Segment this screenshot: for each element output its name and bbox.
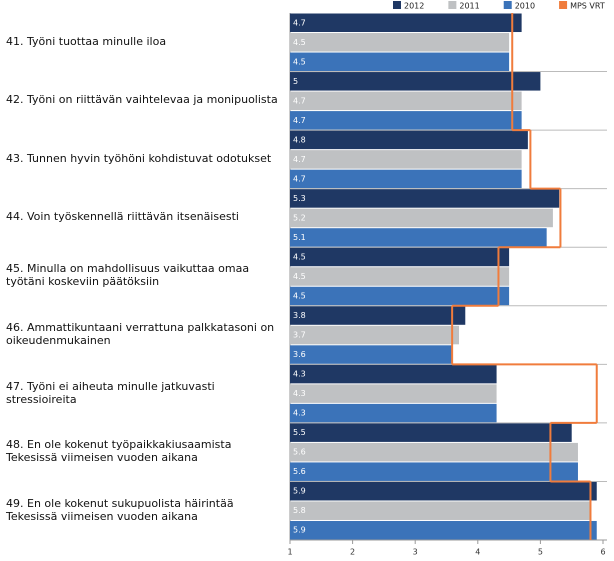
value-label: 5.5 [293,428,306,437]
value-label: 5.2 [293,213,306,222]
category-label: 45. Minulla on mahdollisuus vaikuttaa om… [6,262,250,289]
category-label: 48. En ole kokenut työpaikkakiusaamista … [6,438,232,465]
bar [290,189,560,208]
category-label: 46. Ammattikuntaani verrattuna palkkatas… [6,321,275,348]
bar [290,130,528,150]
bar [290,169,522,189]
bar [290,520,597,540]
value-label: 4.7 [293,96,306,105]
value-label: 5.8 [293,506,306,515]
value-label: 4.7 [293,155,306,164]
value-label: 5.3 [293,194,306,203]
bar [290,267,510,286]
legend-label: 2012 [404,2,424,11]
category-label: 44. Voin työskennellä riittävän itsenäis… [6,210,239,224]
category-label: 43. Tunnen hyvin työhöni kohdistuvat odo… [6,151,272,165]
value-label: 4.5 [293,272,306,281]
bar [290,403,497,423]
bar [290,501,591,520]
value-label: 4.5 [293,57,306,66]
bar [290,364,497,384]
legend-label: 2010 [515,2,535,11]
bar [290,33,510,52]
value-label: 5.6 [293,467,306,476]
bar [290,306,466,325]
value-label: 3.8 [293,311,306,320]
x-tick-label: 5 [538,548,543,557]
legend-swatch [393,1,401,9]
bar [290,150,522,169]
bar [290,345,453,364]
value-label: 3.6 [293,350,306,359]
bar [290,247,510,267]
category-label: 47. Työni ei aiheuta minulle jatkuvasti … [6,379,215,406]
bar [290,111,522,130]
legend-label: MPS VRT [570,2,605,11]
value-label: 4.7 [293,18,306,27]
x-tick-label: 4 [475,548,480,557]
bar [290,384,497,403]
bar [290,52,510,72]
bar [290,423,572,442]
legend-swatch [559,1,568,9]
value-label: 4.8 [293,135,306,144]
value-label: 4.5 [293,292,306,301]
bar [290,325,460,345]
value-label: 4.3 [293,409,306,418]
x-tick-label: 2 [350,548,355,557]
value-label: 5 [293,77,298,86]
category-label: 49. En ole kokenut sukupuolista häirintä… [6,496,234,523]
category-label: 41. Työni tuottaa minulle iloa [6,34,167,48]
value-label: 4.7 [293,174,306,183]
value-label: 4.5 [293,252,306,261]
value-label: 4.3 [293,389,306,398]
value-label: 4.7 [293,116,306,125]
value-label: 5.9 [293,487,306,496]
x-tick-label: 6 [600,548,605,557]
bar [290,442,578,462]
value-label: 4.5 [293,38,306,47]
value-label: 5.1 [293,233,306,242]
bar [290,481,597,501]
value-label: 5.6 [293,448,306,457]
bar [290,286,510,306]
bar [290,228,547,247]
legend-label: 2011 [459,2,479,11]
value-label: 5.9 [293,526,306,535]
legend-swatch [503,1,512,9]
x-tick-label: 1 [287,548,292,557]
bar [290,13,522,33]
bar [290,462,578,481]
value-label: 3.7 [293,331,306,340]
bar [290,208,553,228]
x-tick-label: 3 [413,548,418,557]
category-label: 42. Työni on riittävän vaihtelevaa ja mo… [6,93,278,107]
legend-swatch [448,1,457,9]
bar [290,72,541,91]
value-label: 4.3 [293,370,306,379]
bar [290,91,522,111]
